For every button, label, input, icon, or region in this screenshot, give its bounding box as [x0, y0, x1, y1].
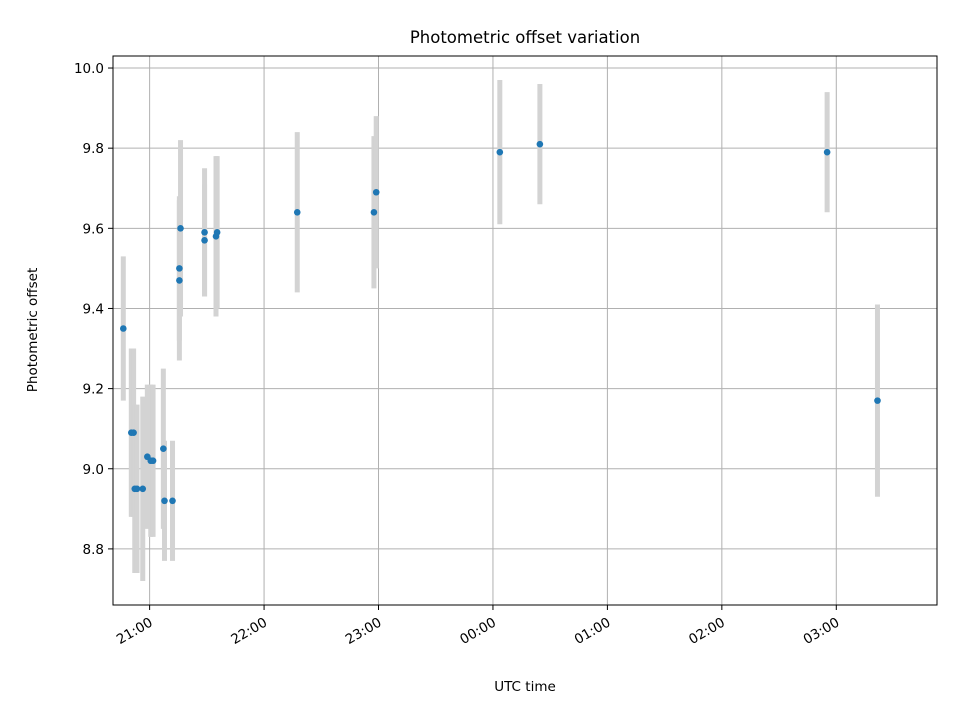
x-axis-label: UTC time	[494, 679, 556, 695]
data-points	[120, 140, 881, 505]
data-point	[372, 188, 380, 196]
data-point	[177, 225, 184, 232]
data-point	[370, 208, 378, 216]
data-point	[536, 140, 544, 148]
chart-title: Photometric offset variation	[410, 28, 640, 47]
y-tick-label: 10.0	[74, 61, 104, 77]
data-point	[169, 497, 176, 505]
data-point	[201, 229, 208, 236]
data-point	[874, 397, 881, 404]
data-point	[161, 497, 168, 505]
y-axis-label: Photometric offset	[25, 268, 41, 392]
data-point	[149, 457, 157, 465]
data-point	[823, 148, 831, 156]
data-point	[496, 148, 504, 156]
data-point	[176, 265, 183, 272]
y-axis-ticks: 8.8 9.0 9.2 9.4 9.6 9.8 10.0	[74, 61, 113, 558]
grid	[113, 56, 937, 605]
y-tick-label: 9.8	[83, 141, 104, 157]
data-point	[293, 208, 301, 216]
y-tick-label: 9.0	[83, 462, 104, 478]
data-point	[201, 237, 208, 244]
data-point	[160, 445, 167, 453]
y-tick-label: 9.4	[83, 301, 104, 317]
data-point	[133, 485, 141, 493]
data-point	[176, 277, 183, 284]
y-tick-label: 9.2	[83, 382, 104, 398]
y-tick-label: 8.8	[83, 542, 104, 558]
data-point	[213, 229, 221, 236]
data-point	[120, 325, 127, 332]
data-point	[139, 485, 147, 493]
y-tick-label: 9.6	[83, 221, 104, 237]
plot-frame	[112, 55, 938, 606]
data-point	[130, 429, 137, 436]
